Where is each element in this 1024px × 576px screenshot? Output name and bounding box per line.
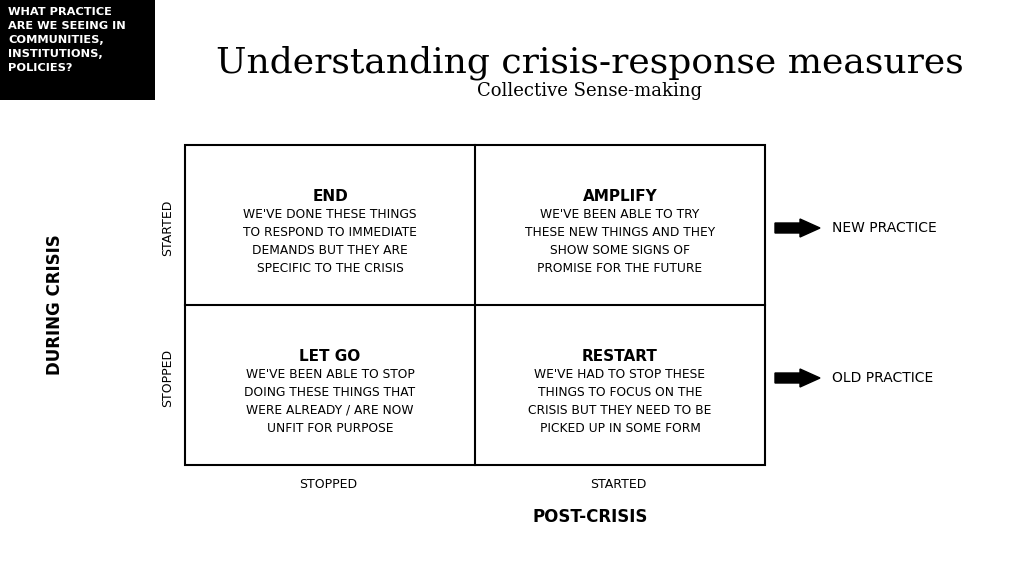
Text: WE'VE BEEN ABLE TO STOP
DOING THESE THINGS THAT
WERE ALREADY / ARE NOW
UNFIT FOR: WE'VE BEEN ABLE TO STOP DOING THESE THIN… [245,367,416,434]
FancyArrow shape [775,219,820,237]
Text: OLD PRACTICE: OLD PRACTICE [831,371,933,385]
Bar [185,145,765,465]
Text: NEW PRACTICE: NEW PRACTICE [831,221,937,235]
Text: LET GO: LET GO [299,348,360,363]
Text: POST-CRISIS: POST-CRISIS [532,508,648,526]
Text: WE'VE BEEN ABLE TO TRY
THESE NEW THINGS AND THEY
SHOW SOME SIGNS OF
PROMISE FOR : WE'VE BEEN ABLE TO TRY THESE NEW THINGS … [525,207,715,275]
Text: STARTED: STARTED [162,200,174,256]
Text: DURING CRISIS: DURING CRISIS [46,234,63,376]
Text: STOPPED: STOPPED [299,478,357,491]
Text: WE'VE HAD TO STOP THESE
THINGS TO FOCUS ON THE
CRISIS BUT THEY NEED TO BE
PICKED: WE'VE HAD TO STOP THESE THINGS TO FOCUS … [528,367,712,434]
Text: RESTART: RESTART [582,348,658,363]
Text: Collective Sense-making: Collective Sense-making [477,82,702,100]
Text: STOPPED: STOPPED [162,349,174,407]
Text: STARTED: STARTED [590,478,646,491]
Text: Understanding crisis-response measures: Understanding crisis-response measures [216,45,964,79]
Text: AMPLIFY: AMPLIFY [583,189,657,204]
Bar [0,0,155,100]
Text: END: END [312,189,348,204]
Text: WHAT PRACTICE
ARE WE SEEING IN
COMMUNITIES,
INSTITUTIONS,
POLICIES?: WHAT PRACTICE ARE WE SEEING IN COMMUNITI… [8,7,126,73]
Text: WE'VE DONE THESE THINGS
TO RESPOND TO IMMEDIATE
DEMANDS BUT THEY ARE
SPECIFIC TO: WE'VE DONE THESE THINGS TO RESPOND TO IM… [243,207,417,275]
FancyArrow shape [775,369,820,387]
